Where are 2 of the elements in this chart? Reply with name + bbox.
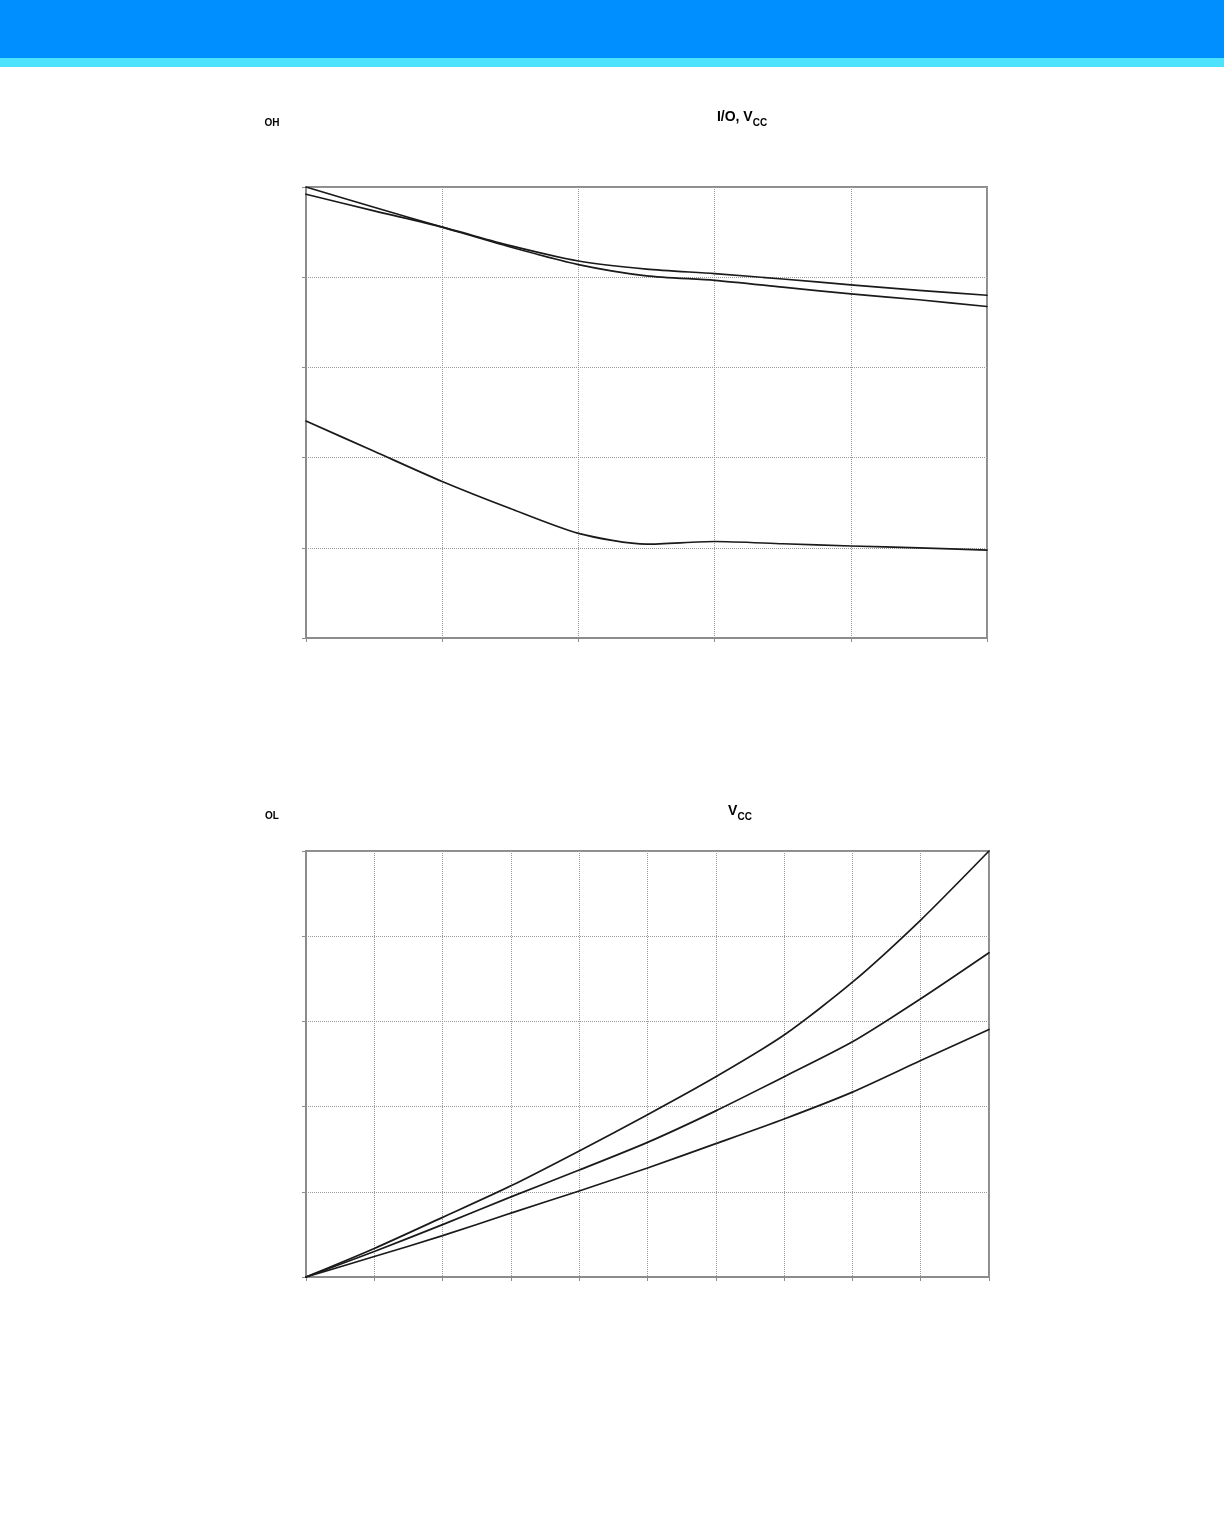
y-axis-title: OL	[265, 809, 279, 821]
y-axis-title: OH	[264, 116, 280, 128]
